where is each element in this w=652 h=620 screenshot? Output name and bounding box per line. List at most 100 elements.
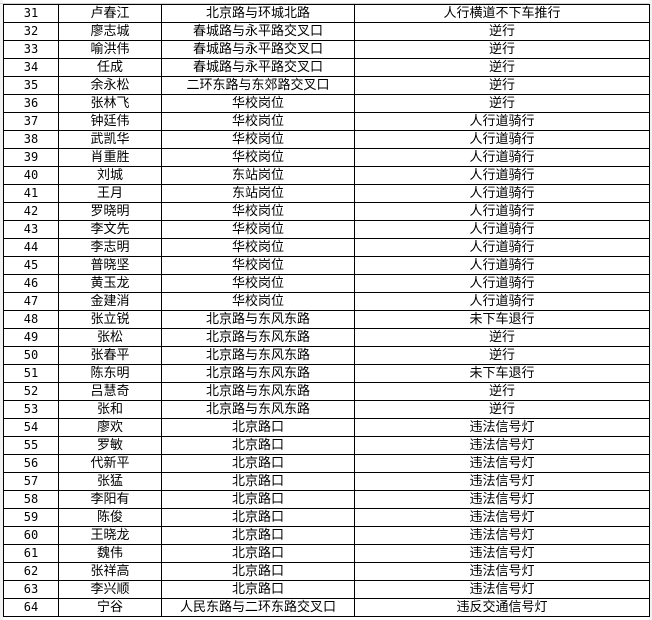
row-number-cell[interactable]: 50 [3,346,59,365]
row-number-cell[interactable]: 43 [3,220,59,239]
location-cell[interactable]: 春城路与永平路交叉口 [161,22,355,41]
location-cell[interactable]: 华校岗位 [161,238,355,257]
name-cell[interactable]: 魏伟 [58,544,162,563]
row-number-cell[interactable]: 63 [3,580,59,599]
violation-cell[interactable]: 违法信号灯 [354,454,650,473]
location-cell[interactable]: 华校岗位 [161,256,355,275]
row-number-cell[interactable]: 61 [3,544,59,563]
name-cell[interactable]: 金建消 [58,292,162,311]
location-cell[interactable]: 春城路与永平路交叉口 [161,40,355,59]
location-cell[interactable]: 北京路口 [161,580,355,599]
violation-cell[interactable]: 人行道骑行 [354,112,650,131]
name-cell[interactable]: 宁谷 [58,598,162,617]
violation-cell[interactable]: 违法信号灯 [354,544,650,563]
location-cell[interactable]: 北京路与东风东路 [161,310,355,329]
location-cell[interactable]: 北京路与环城北路 [161,4,355,23]
name-cell[interactable]: 廖志城 [58,22,162,41]
row-number-cell[interactable]: 40 [3,166,59,185]
violation-cell[interactable]: 人行道骑行 [354,148,650,167]
row-number-cell[interactable]: 53 [3,400,59,419]
row-number-cell[interactable]: 44 [3,238,59,257]
violation-cell[interactable]: 逆行 [354,346,650,365]
row-number-cell[interactable]: 57 [3,472,59,491]
violation-cell[interactable]: 逆行 [354,22,650,41]
row-number-cell[interactable]: 41 [3,184,59,203]
location-cell[interactable]: 东站岗位 [161,166,355,185]
name-cell[interactable]: 张松 [58,328,162,347]
row-number-cell[interactable]: 46 [3,274,59,293]
name-cell[interactable]: 刘城 [58,166,162,185]
row-number-cell[interactable]: 49 [3,328,59,347]
violation-cell[interactable]: 违法信号灯 [354,508,650,527]
violation-cell[interactable]: 逆行 [354,400,650,419]
violation-cell[interactable]: 违法信号灯 [354,436,650,455]
location-cell[interactable]: 北京路口 [161,472,355,491]
location-cell[interactable]: 华校岗位 [161,112,355,131]
name-cell[interactable]: 廖欢 [58,418,162,437]
name-cell[interactable]: 肖重胜 [58,148,162,167]
row-number-cell[interactable]: 42 [3,202,59,221]
violation-cell[interactable]: 逆行 [354,76,650,95]
violation-cell[interactable]: 违法信号灯 [354,562,650,581]
name-cell[interactable]: 吕慧奇 [58,382,162,401]
violation-cell[interactable]: 逆行 [354,328,650,347]
location-cell[interactable]: 北京路与东风东路 [161,382,355,401]
row-number-cell[interactable]: 34 [3,58,59,77]
name-cell[interactable]: 王晓龙 [58,526,162,545]
location-cell[interactable]: 北京路口 [161,526,355,545]
name-cell[interactable]: 李兴顺 [58,580,162,599]
name-cell[interactable]: 李志明 [58,238,162,257]
name-cell[interactable]: 喻洪伟 [58,40,162,59]
violation-cell[interactable]: 未下车退行 [354,310,650,329]
location-cell[interactable]: 北京路口 [161,454,355,473]
violation-cell[interactable]: 人行道骑行 [354,238,650,257]
name-cell[interactable]: 张和 [58,400,162,419]
violation-cell[interactable]: 逆行 [354,40,650,59]
row-number-cell[interactable]: 58 [3,490,59,509]
row-number-cell[interactable]: 51 [3,364,59,383]
location-cell[interactable]: 北京路口 [161,490,355,509]
location-cell[interactable]: 北京路口 [161,562,355,581]
row-number-cell[interactable]: 37 [3,112,59,131]
location-cell[interactable]: 北京路与东风东路 [161,346,355,365]
location-cell[interactable]: 二环东路与东郊路交叉口 [161,76,355,95]
row-number-cell[interactable]: 48 [3,310,59,329]
name-cell[interactable]: 张立锐 [58,310,162,329]
location-cell[interactable]: 北京路与东风东路 [161,328,355,347]
name-cell[interactable]: 罗敏 [58,436,162,455]
violation-cell[interactable]: 违法信号灯 [354,526,650,545]
name-cell[interactable]: 张林飞 [58,94,162,113]
row-number-cell[interactable]: 55 [3,436,59,455]
location-cell[interactable]: 华校岗位 [161,202,355,221]
row-number-cell[interactable]: 56 [3,454,59,473]
name-cell[interactable]: 普晓坚 [58,256,162,275]
location-cell[interactable]: 北京路与东风东路 [161,364,355,383]
violation-cell[interactable]: 人行道骑行 [354,130,650,149]
row-number-cell[interactable]: 38 [3,130,59,149]
location-cell[interactable]: 华校岗位 [161,274,355,293]
name-cell[interactable]: 代新平 [58,454,162,473]
location-cell[interactable]: 北京路口 [161,544,355,563]
location-cell[interactable]: 东站岗位 [161,184,355,203]
row-number-cell[interactable]: 62 [3,562,59,581]
row-number-cell[interactable]: 60 [3,526,59,545]
row-number-cell[interactable]: 35 [3,76,59,95]
name-cell[interactable]: 武凯华 [58,130,162,149]
name-cell[interactable]: 任成 [58,58,162,77]
violation-cell[interactable]: 未下车退行 [354,364,650,383]
row-number-cell[interactable]: 64 [3,598,59,617]
name-cell[interactable]: 钟廷伟 [58,112,162,131]
location-cell[interactable]: 华校岗位 [161,220,355,239]
row-number-cell[interactable]: 47 [3,292,59,311]
location-cell[interactable]: 北京路口 [161,418,355,437]
violation-cell[interactable]: 人行道骑行 [354,184,650,203]
violation-cell[interactable]: 违法信号灯 [354,472,650,491]
name-cell[interactable]: 王月 [58,184,162,203]
location-cell[interactable]: 华校岗位 [161,130,355,149]
name-cell[interactable]: 罗晓明 [58,202,162,221]
name-cell[interactable]: 余永松 [58,76,162,95]
violation-cell[interactable]: 违反交通信号灯 [354,598,650,617]
row-number-cell[interactable]: 33 [3,40,59,59]
name-cell[interactable]: 陈俊 [58,508,162,527]
location-cell[interactable]: 人民东路与二环东路交叉口 [161,598,355,617]
